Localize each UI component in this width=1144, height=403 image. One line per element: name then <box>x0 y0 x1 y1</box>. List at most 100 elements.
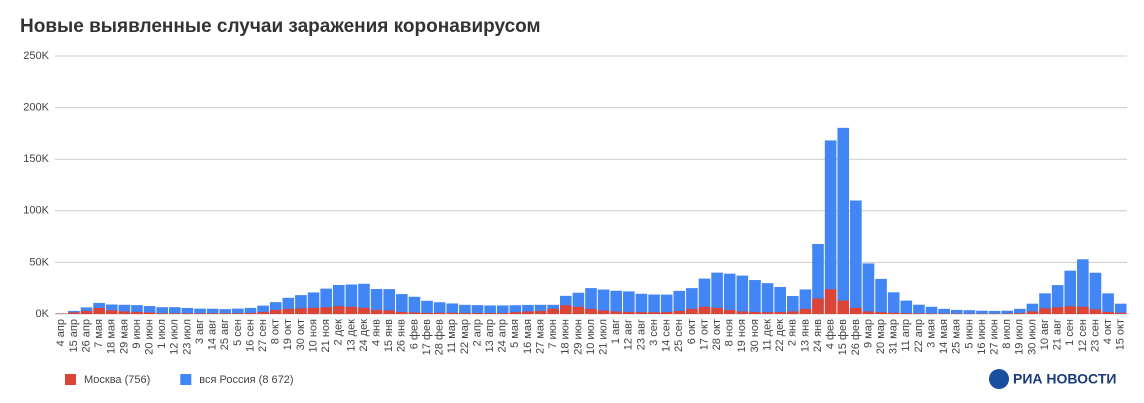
bar <box>572 306 585 314</box>
x-tick-label: 7 мая <box>93 319 105 348</box>
bar <box>522 304 534 314</box>
bar <box>105 304 118 314</box>
bar <box>749 280 761 314</box>
bar <box>93 308 105 314</box>
y-tick-label: 250K <box>23 50 49 62</box>
x-tick-label: 9 мар <box>862 319 874 348</box>
bar <box>459 312 471 314</box>
bar <box>1114 303 1127 314</box>
bar <box>143 306 156 314</box>
x-tick-label: 5 сен <box>232 319 244 346</box>
y-tick-label: 150K <box>23 153 49 165</box>
bar <box>307 307 320 314</box>
bar <box>1064 306 1077 314</box>
bar <box>723 309 736 314</box>
bar <box>875 278 887 314</box>
bar <box>1102 311 1114 314</box>
logo: РИА НОВОСТИ <box>989 369 1116 389</box>
x-tick-label: 8 окт <box>270 319 282 344</box>
bar <box>143 312 156 314</box>
x-tick-label: 6 фев <box>408 319 420 349</box>
x-tick-label: 22 апр <box>913 319 925 352</box>
x-tick-label: 26 янв <box>396 319 408 352</box>
x-tick-label: 23 июл <box>181 319 193 355</box>
bar <box>156 313 169 314</box>
bar <box>673 310 686 314</box>
x-tick-label: 25 мая <box>951 319 963 354</box>
bar <box>736 311 749 314</box>
bar <box>786 311 799 314</box>
bar <box>913 304 925 314</box>
bar <box>269 309 282 314</box>
bar <box>698 306 711 314</box>
x-tick-label: 18 июн <box>560 319 572 355</box>
x-tick-label: 3 мая <box>925 319 937 348</box>
bar <box>850 307 862 314</box>
bar <box>509 312 522 314</box>
bar <box>610 290 623 314</box>
bar <box>370 289 383 314</box>
bar <box>358 307 370 314</box>
x-tick-label: 20 июн <box>143 319 155 355</box>
bar <box>496 305 509 314</box>
x-tick-label: 15 апр <box>68 319 80 352</box>
bar <box>421 300 433 314</box>
x-tick-label: 4 окт <box>1102 319 1114 344</box>
bar <box>686 308 698 314</box>
bar <box>80 310 93 314</box>
x-tick-label: 10 июл <box>585 319 597 355</box>
bar <box>572 292 585 314</box>
x-tick-label: 2 дек <box>333 319 345 346</box>
x-tick-label: 23 сен <box>1089 319 1101 352</box>
x-tick-label: 19 окт <box>282 319 294 350</box>
x-tick-label: 11 дек <box>761 319 773 351</box>
bar <box>509 305 522 314</box>
bar <box>1077 306 1089 314</box>
bar <box>547 308 559 314</box>
x-tick-label: 19 ноя <box>736 319 748 352</box>
bar <box>370 309 383 314</box>
bar <box>1077 259 1089 314</box>
bar <box>749 311 761 314</box>
bar <box>875 312 887 314</box>
x-tick-label: 3 авг <box>194 319 206 344</box>
bar <box>1039 308 1051 314</box>
bar <box>988 310 1001 314</box>
bar <box>648 294 660 314</box>
bar <box>421 312 433 314</box>
bar <box>1102 293 1114 314</box>
bar <box>774 286 786 314</box>
legend-swatch <box>65 374 76 385</box>
bar <box>232 308 244 314</box>
bar <box>723 273 736 314</box>
x-tick-label: 31 мар <box>888 319 900 354</box>
bar <box>938 308 950 314</box>
x-tick-label: 27 июн <box>988 319 1000 355</box>
bar <box>812 244 824 314</box>
x-tick-label: 28 фев <box>434 319 446 355</box>
x-tick-label: 30 окт <box>295 319 307 350</box>
bar <box>597 310 610 314</box>
x-tick-label: 10 авг <box>1039 319 1051 350</box>
x-tick-label: 15 фев <box>837 319 849 355</box>
bar <box>623 311 635 314</box>
x-tick-label: 16 июн <box>976 319 988 355</box>
x-tick-label: 14 сен <box>661 319 673 352</box>
bar <box>1051 307 1064 314</box>
bar <box>660 312 673 314</box>
bar <box>660 294 673 314</box>
x-tick-label: 21 авг <box>1052 319 1064 350</box>
chart-title: Новые выявленные случаи заражения корона… <box>20 16 541 37</box>
bar <box>1001 310 1013 314</box>
x-tick-label: 18 мая <box>106 319 118 354</box>
bar <box>496 313 509 314</box>
bar <box>206 308 219 314</box>
x-tick-label: 21 июл <box>598 319 610 355</box>
bar <box>320 307 332 314</box>
bar <box>257 305 269 314</box>
bar <box>623 291 635 314</box>
bar <box>295 308 307 314</box>
bar <box>219 313 232 314</box>
x-tick-label: 8 ноя <box>724 319 736 346</box>
bar <box>862 311 875 314</box>
